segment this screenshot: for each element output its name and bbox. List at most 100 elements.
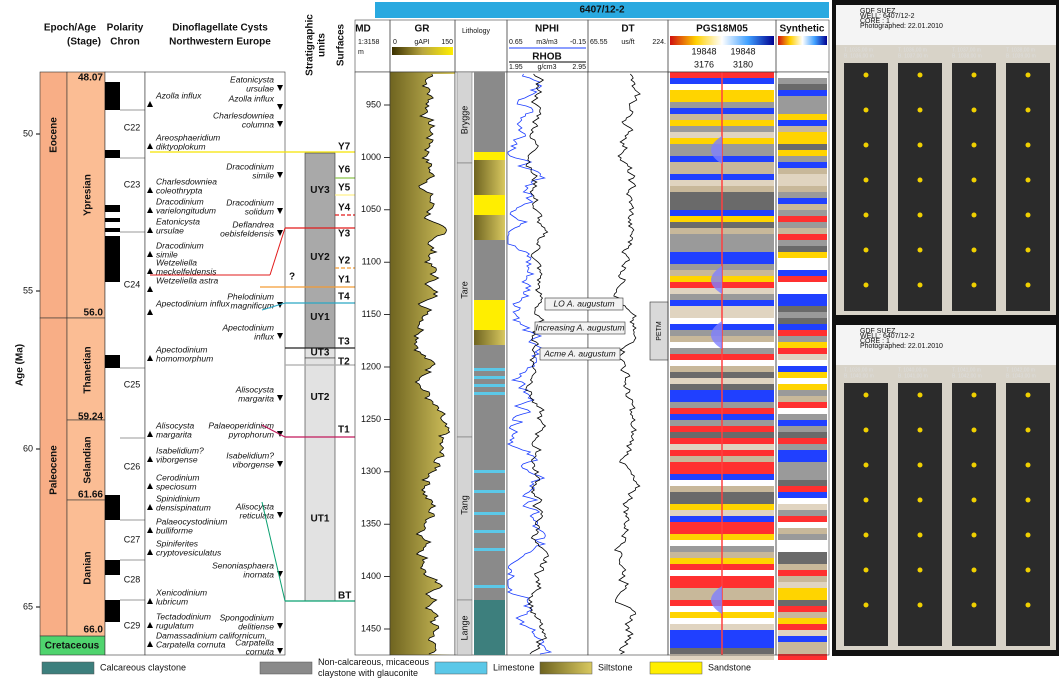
label: Lithology	[462, 28, 491, 35]
core-segment	[898, 383, 942, 646]
event-label: Dracodinium	[156, 196, 204, 206]
event-label: Charlesdowniea	[156, 176, 217, 186]
synthetic-band	[778, 156, 827, 162]
event-label: Apectodinium	[221, 322, 274, 332]
stage-age: 66.0	[84, 625, 104, 636]
synthetic-band	[778, 216, 827, 222]
label: Eocene	[49, 117, 60, 153]
label: 19848	[730, 46, 755, 56]
event-label: Dracodinium	[226, 197, 274, 207]
synthetic-band	[778, 246, 827, 252]
legend-swatch	[41, 661, 95, 675]
synthetic-band	[778, 618, 827, 624]
synthetic-band	[778, 264, 827, 270]
lith-limestone	[474, 512, 505, 515]
event-label: Spiniferites	[156, 538, 199, 548]
legend-label: Siltstone	[598, 662, 633, 672]
synthetic-band	[778, 396, 827, 402]
synthetic-band	[778, 522, 827, 528]
core-marker	[971, 72, 977, 78]
surface-label: Y2	[338, 256, 351, 267]
label: 0	[393, 39, 397, 46]
lith-limestone	[474, 368, 505, 371]
nphi-curve	[507, 73, 553, 655]
surface-label: Y1	[338, 275, 351, 286]
synthetic-band	[778, 78, 827, 84]
core-marker	[863, 212, 869, 218]
synthetic-band	[778, 432, 827, 438]
synthetic-band	[778, 606, 827, 612]
formation-label: Tare	[459, 281, 469, 299]
synthetic-band	[778, 330, 827, 336]
label: Epoch/Age	[44, 23, 97, 34]
formation-label: Lange	[459, 615, 469, 640]
synthetic-band	[778, 600, 827, 606]
normal-polarity	[105, 150, 120, 158]
surface-label: T4	[338, 292, 350, 303]
epoch-box	[39, 71, 68, 319]
core-depth: T. 1035,00 m	[844, 47, 873, 53]
chron-label: C25	[124, 379, 141, 389]
synthetic-band	[778, 102, 827, 108]
synthetic-band	[778, 120, 827, 126]
surface-label: T2	[338, 357, 350, 368]
core-marker	[863, 282, 869, 288]
synthetic-band	[778, 204, 827, 210]
core-marker	[971, 462, 977, 468]
event-marker	[147, 504, 153, 510]
synthetic-band	[778, 222, 827, 228]
synthetic-band	[778, 372, 827, 378]
synthetic-band	[778, 180, 827, 186]
synthetic-band	[778, 72, 827, 78]
core-marker	[863, 107, 869, 113]
synthetic-band	[778, 324, 827, 330]
unit-label: UY3	[310, 185, 330, 196]
synthetic-band	[778, 474, 827, 480]
synthetic-band	[778, 468, 827, 474]
core-marker	[971, 392, 977, 398]
event-label: Areosphaeridium	[155, 132, 220, 142]
label: Stratigraphic	[305, 14, 316, 76]
core-segment	[1006, 63, 1050, 311]
synthetic-band	[778, 636, 827, 642]
depth-label: 1050	[361, 204, 381, 214]
synthetic-band	[778, 198, 827, 204]
event-label: Apectodinium influx	[155, 298, 230, 308]
core-marker	[863, 177, 869, 183]
core-header-text: CORE : 1	[860, 338, 890, 345]
core-header-text: Photographed: 22.01.2010	[860, 23, 943, 30]
core-marker	[1025, 177, 1031, 183]
core-header-text: GDF SUEZ	[860, 328, 896, 335]
event-label: Alisocysta	[235, 501, 275, 511]
synthetic-band	[778, 540, 827, 546]
annotation-box	[534, 321, 626, 335]
event-marker	[277, 648, 283, 654]
formation-box	[456, 162, 473, 438]
label: -0.15	[570, 39, 586, 46]
core-marker	[1025, 212, 1031, 218]
event-label: delitiense	[238, 621, 274, 631]
chron-label: C27	[124, 534, 141, 544]
label: Cretaceous	[45, 641, 100, 652]
normal-polarity	[105, 228, 120, 232]
core-marker	[863, 567, 869, 573]
synthetic-band	[778, 312, 827, 318]
gr-curve	[413, 73, 451, 655]
depth-label: 1350	[361, 519, 381, 529]
core-depth: T. 1037,00 m	[952, 47, 981, 53]
core-marker	[971, 497, 977, 503]
normal-polarity	[105, 205, 120, 212]
legend-label: Calcareous claystone	[100, 662, 186, 672]
label: 65.55	[590, 39, 608, 46]
synthetic-band	[778, 420, 827, 426]
label: 150	[441, 39, 453, 46]
event-label: influx	[254, 331, 275, 341]
wiggle	[711, 266, 722, 294]
event-marker	[147, 549, 153, 555]
synthetic-band	[778, 174, 827, 180]
event-label: Eatonicysta	[230, 74, 274, 84]
legend-label: Sandstone	[708, 662, 751, 672]
label: us/ft	[621, 39, 634, 46]
core-header-text: GDF SUEZ	[860, 8, 896, 15]
depth-label: 1150	[362, 309, 381, 319]
